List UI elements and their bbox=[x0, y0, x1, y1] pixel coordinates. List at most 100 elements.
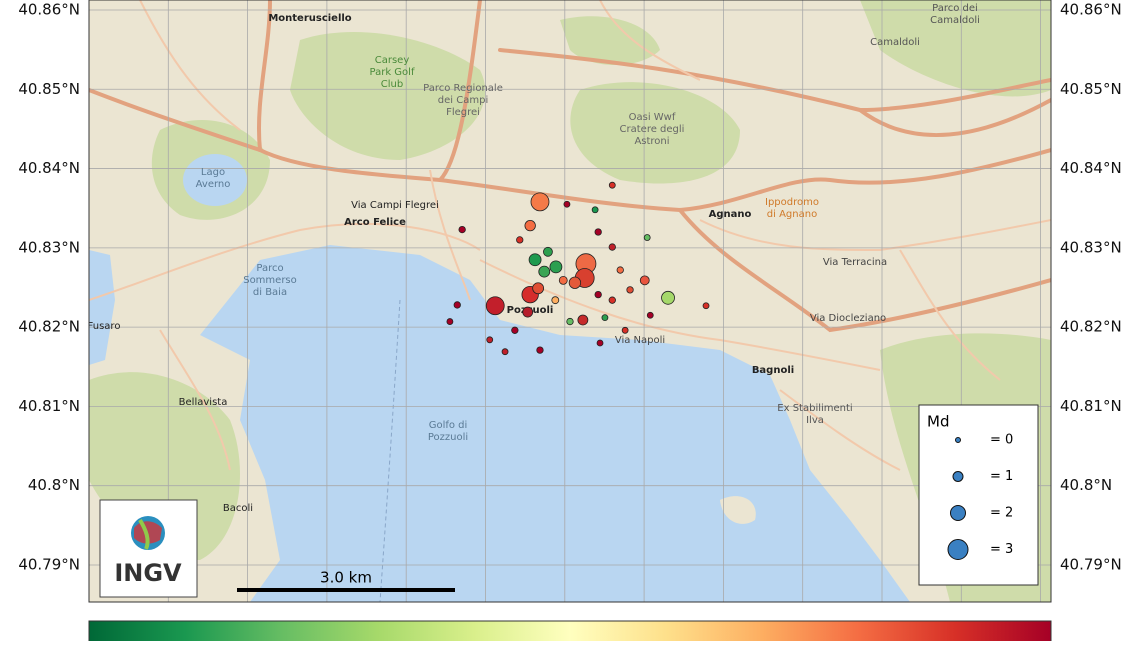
ferry-route bbox=[379, 299, 401, 602]
y-tick-label: 40.81°N bbox=[1060, 397, 1122, 415]
earthquake bbox=[591, 206, 599, 214]
y-tick-label: 40.82°N bbox=[1060, 318, 1122, 336]
earthquake bbox=[639, 275, 650, 286]
minor-roads bbox=[89, 0, 1051, 471]
earthquake bbox=[528, 253, 542, 267]
earthquake bbox=[608, 243, 616, 251]
place-label: Camaldoli bbox=[930, 15, 980, 26]
place-label: Cratere degli bbox=[620, 124, 685, 135]
legend-label: = 1 bbox=[990, 469, 1013, 484]
place-label: Ippodromo bbox=[765, 197, 819, 208]
earthquake bbox=[661, 290, 675, 305]
y-tick-label: 40.85°N bbox=[1060, 80, 1122, 98]
earthquake bbox=[646, 311, 654, 319]
earthquake bbox=[524, 219, 536, 232]
earthquake bbox=[558, 275, 568, 285]
earthquake bbox=[568, 276, 582, 289]
earthquake bbox=[501, 348, 509, 356]
y-tick-label: 40.8°N bbox=[28, 476, 80, 494]
place-label: Club bbox=[381, 79, 403, 90]
place-label: Bellavista bbox=[179, 397, 228, 408]
legend-label: = 0 bbox=[990, 433, 1013, 448]
place-label: Via Terracina bbox=[823, 257, 887, 268]
earthquake bbox=[485, 296, 505, 316]
earthquake bbox=[549, 260, 563, 274]
earthquake bbox=[702, 302, 710, 310]
earthquake bbox=[522, 306, 534, 318]
place-label: Flegrei bbox=[446, 107, 480, 118]
place-label: Pozzuoli bbox=[428, 432, 468, 443]
earthquake bbox=[608, 181, 616, 189]
legend-label: = 3 bbox=[990, 542, 1013, 557]
legend-box bbox=[918, 404, 1039, 586]
earthquake bbox=[486, 336, 494, 344]
earthquake bbox=[538, 265, 551, 278]
logo: INGV bbox=[99, 499, 198, 598]
legend-marker bbox=[955, 437, 961, 443]
y-tick-label: 40.8°N bbox=[1060, 476, 1112, 494]
place-label: Sommerso bbox=[243, 275, 297, 286]
earthquake bbox=[596, 339, 604, 347]
place-label: Via Campi Flegrei bbox=[351, 200, 439, 211]
earthquake bbox=[511, 326, 519, 334]
y-tick-label: 40.82°N bbox=[18, 318, 80, 336]
y-tick-label: 40.83°N bbox=[18, 238, 80, 256]
y-tick-label: 40.79°N bbox=[1060, 555, 1122, 573]
legend-marker bbox=[950, 505, 966, 521]
place-label: Lago bbox=[201, 167, 225, 178]
legend-label: = 2 bbox=[990, 506, 1013, 521]
place-label: Camaldoli bbox=[870, 37, 920, 48]
earthquake bbox=[543, 246, 553, 257]
earthquake bbox=[626, 286, 634, 294]
island bbox=[720, 496, 756, 524]
place-label: Bagnoli bbox=[752, 365, 794, 376]
place-label: Park Golf bbox=[370, 67, 415, 78]
place-label: Astroni bbox=[634, 136, 669, 147]
place-label: Bacoli bbox=[223, 503, 253, 514]
legend-title: Md bbox=[927, 413, 949, 431]
place-label: Via Napoli bbox=[615, 335, 665, 346]
earthquake bbox=[621, 326, 629, 334]
place-label: Fusaro bbox=[88, 321, 121, 332]
main-roads bbox=[89, 0, 1051, 333]
place-label: Oasi Wwf bbox=[629, 112, 676, 123]
earthquake bbox=[608, 296, 616, 304]
lake bbox=[183, 154, 247, 206]
y-tick-label: 40.84°N bbox=[1060, 159, 1122, 177]
place-label: Averno bbox=[196, 179, 231, 190]
earthquake bbox=[446, 318, 454, 325]
earthquake bbox=[530, 192, 550, 212]
y-tick-label: 40.86°N bbox=[1060, 0, 1122, 18]
place-label: Golfo di bbox=[429, 420, 468, 431]
earthquake bbox=[594, 228, 602, 236]
earthquake bbox=[577, 314, 589, 326]
earthquake bbox=[453, 301, 461, 309]
place-label: dei Campi bbox=[438, 95, 488, 106]
y-tick-label: 40.84°N bbox=[18, 159, 80, 177]
y-tick-label: 40.83°N bbox=[1060, 238, 1122, 256]
y-tick-label: 40.86°N bbox=[18, 0, 80, 18]
scale-bar-label: 3.0 km bbox=[320, 569, 372, 587]
earthquake bbox=[551, 296, 560, 305]
place-label: Carsey bbox=[375, 55, 410, 66]
y-tick-label: 40.79°N bbox=[18, 555, 80, 573]
place-label: Monterusciello bbox=[268, 13, 351, 24]
earthquake bbox=[516, 236, 524, 244]
place-label: Arco Felice bbox=[344, 217, 406, 228]
place-label: Via Diocleziano bbox=[810, 313, 886, 324]
earthquake bbox=[536, 346, 544, 354]
earthquake bbox=[458, 225, 466, 234]
logo-text: INGV bbox=[114, 559, 182, 587]
earthquake bbox=[563, 200, 571, 208]
earthquake bbox=[616, 266, 624, 274]
legend-marker bbox=[952, 471, 964, 482]
place-label: Parco bbox=[256, 263, 283, 274]
earthquake bbox=[601, 314, 609, 322]
earthquake bbox=[643, 234, 651, 241]
lagoon bbox=[89, 250, 115, 365]
place-label: di Agnano bbox=[767, 209, 817, 220]
y-tick-label: 40.81°N bbox=[18, 397, 80, 415]
logo-globe-detail bbox=[138, 518, 150, 550]
